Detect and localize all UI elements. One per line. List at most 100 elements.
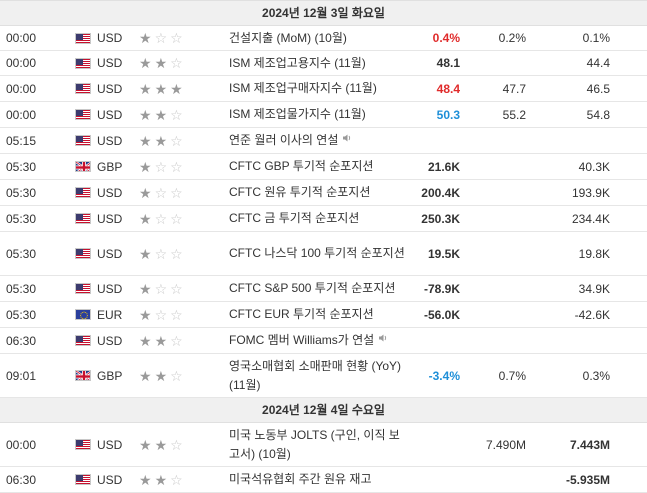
event-name[interactable]: CFTC 원유 투기적 순포지션 [229, 180, 409, 205]
event-row[interactable]: 05:15 USD ★ ★ ☆ 연준 월러 이사의 연설 [0, 128, 647, 154]
event-title[interactable]: CFTC 원유 투기적 순포지션 [229, 185, 371, 199]
event-forecast: 7.490M [485, 437, 526, 452]
star-outline-icon: ☆ [170, 471, 183, 488]
us-flag-icon [75, 335, 91, 346]
event-row[interactable]: 05:30 USD ★ ☆ ☆ CFTC 원유 투기적 순포지션 200.4K 19… [0, 180, 647, 206]
event-row[interactable]: 06:30 USD ★ ★ ☆ 미국석유협회 주간 원유 재고 -5.935M [0, 467, 647, 493]
importance-stars: ★ ☆ ☆ [139, 206, 191, 231]
event-name[interactable]: 미국 노동부 JOLTS (구인, 이직 보고서) (10월) [229, 423, 409, 466]
event-forecast [470, 276, 526, 301]
star-outline-icon: ☆ [154, 306, 168, 323]
star-filled-icon: ★ [139, 245, 152, 262]
speaker-icon [342, 131, 352, 150]
event-title[interactable]: CFTC GBP 투기적 순포지션 [229, 159, 374, 173]
event-row[interactable]: 00:00 USD ★ ★ ★ ISM 제조업구매자지수 (11월) 48.4 47… [0, 76, 647, 102]
event-row[interactable]: 00:00 USD ★ ★ ☆ ISM 제조업고용지수 (11월) 48.1 44.… [0, 51, 647, 76]
us-flag-icon [75, 248, 91, 259]
event-name[interactable]: CFTC S&P 500 투기적 순포지션 [229, 276, 409, 301]
star-outline-icon: ☆ [154, 184, 168, 201]
event-actual [410, 128, 460, 153]
event-title[interactable]: CFTC EUR 투기적 순포지션 [229, 307, 374, 321]
us-flag-icon [75, 283, 91, 294]
event-previous [545, 128, 610, 153]
star-filled-icon: ★ [139, 280, 152, 297]
event-name[interactable]: 연준 월러 이사의 연설 [229, 128, 409, 153]
star-filled-icon: ★ [154, 106, 168, 123]
event-title[interactable]: 미국 노동부 JOLTS (구인, 이직 보고서) (10월) [229, 427, 400, 461]
event-row[interactable]: 05:30 GBP ★ ☆ ☆ CFTC GBP 투기적 순포지션 21.6K 40… [0, 154, 647, 180]
event-name[interactable]: ISM 제조업고용지수 (11월) [229, 51, 409, 75]
event-currency: USD [97, 437, 123, 452]
star-outline-icon: ☆ [170, 332, 183, 349]
event-row[interactable]: 05:30 EUR ★ ☆ ☆ CFTC EUR 투기적 순포지션 -56.0K -… [0, 302, 647, 328]
importance-stars: ★ ★ ☆ [139, 102, 191, 127]
star-filled-icon: ★ [139, 132, 152, 149]
event-actual: -3.4% [428, 368, 460, 383]
event-row[interactable]: 00:00 USD ★ ☆ ☆ 건설지출 (MoM) (10월) 0.4% 0.2%… [0, 26, 647, 51]
event-title[interactable]: ISM 제조업구매자지수 (11월) [229, 81, 377, 95]
star-filled-icon: ★ [139, 306, 152, 323]
star-outline-icon: ☆ [170, 306, 183, 323]
event-title[interactable]: 미국석유협회 주간 원유 재고 [229, 472, 372, 486]
event-previous: 44.4 [586, 56, 610, 70]
event-row[interactable]: 06:30 USD ★ ★ ☆ FOMC 멤버 Williams가 연설 [0, 328, 647, 354]
event-forecast [470, 51, 526, 75]
event-forecast [470, 128, 526, 153]
event-title[interactable]: CFTC S&P 500 투기적 순포지션 [229, 281, 396, 295]
event-name[interactable]: FOMC 멤버 Williams가 연설 [229, 328, 409, 353]
event-row[interactable]: 05:30 USD ★ ☆ ☆ CFTC 금 투기적 순포지션 250.3K 234… [0, 206, 647, 232]
event-row[interactable]: 00:00 USD ★ ★ ☆ ISM 제조업물가지수 (11월) 50.3 55.… [0, 102, 647, 128]
event-name[interactable]: 미국석유협회 주간 원유 재고 [229, 467, 409, 492]
event-time: 05:30 [6, 159, 37, 174]
event-forecast [470, 154, 526, 179]
event-row[interactable]: 00:00 USD ★ ★ ☆ 미국 노동부 JOLTS (구인, 이직 보고서) … [0, 423, 647, 467]
event-title[interactable]: ISM 제조업물가지수 (11월) [229, 107, 366, 121]
event-row[interactable]: 05:30 USD ★ ☆ ☆ CFTC S&P 500 투기적 순포지션 -78.… [0, 276, 647, 302]
event-title[interactable]: ISM 제조업고용지수 (11월) [229, 55, 366, 70]
event-title[interactable]: 건설지출 (MoM) (10월) [229, 30, 347, 45]
importance-stars: ★ ☆ ☆ [139, 26, 191, 50]
event-name[interactable]: ISM 제조업구매자지수 (11월) [229, 76, 409, 101]
event-title[interactable]: FOMC 멤버 Williams가 연설 [229, 333, 375, 347]
event-currency: GBP [97, 368, 123, 383]
event-actual [410, 467, 460, 492]
event-time: 09:01 [6, 368, 37, 383]
event-name[interactable]: 건설지출 (MoM) (10월) [229, 26, 409, 50]
importance-stars: ★ ☆ ☆ [139, 232, 191, 275]
event-title[interactable]: 연준 월러 이사의 연설 [229, 133, 339, 147]
event-time: 00:00 [6, 56, 37, 70]
event-row[interactable]: 05:30 USD ★ ☆ ☆ CFTC 나스닥 100 투기적 순포지션 19.5… [0, 232, 647, 276]
event-name[interactable]: CFTC 나스닥 100 투기적 순포지션 [229, 232, 409, 275]
us-flag-icon [75, 213, 91, 224]
event-name[interactable]: CFTC EUR 투기적 순포지션 [229, 302, 409, 327]
event-previous: 40.3K [578, 159, 610, 174]
day-header: 2024년 12월 3일 화요일 [0, 1, 647, 26]
event-currency: USD [97, 472, 123, 487]
event-title[interactable]: CFTC 금 투기적 순포지션 [229, 211, 360, 225]
star-filled-icon: ★ [139, 158, 152, 175]
event-name[interactable]: ISM 제조업물가지수 (11월) [229, 102, 409, 127]
event-currency: GBP [97, 159, 123, 174]
star-outline-icon: ☆ [170, 30, 183, 46]
event-time: 06:30 [6, 333, 37, 348]
event-currency: USD [97, 133, 123, 148]
event-actual: 200.4K [421, 185, 460, 200]
event-title[interactable]: CFTC 나스닥 100 투기적 순포지션 [229, 246, 405, 260]
importance-stars: ★ ☆ ☆ [139, 276, 191, 301]
event-name[interactable]: CFTC GBP 투기적 순포지션 [229, 154, 409, 179]
star-filled-icon: ★ [139, 184, 152, 201]
star-outline-icon: ☆ [170, 158, 183, 175]
event-actual: 21.6K [427, 159, 460, 174]
importance-stars: ★ ☆ ☆ [139, 154, 191, 179]
event-title[interactable]: 영국소매협회 소매판매 현황 (YoY) (11월) [229, 358, 402, 392]
uk-flag-icon [75, 370, 91, 381]
importance-stars: ★ ★ ★ [139, 76, 191, 101]
event-row[interactable]: 09:01 GBP ★ ★ ☆ 영국소매협회 소매판매 현황 (YoY) (11월)… [0, 354, 647, 398]
event-currency: USD [97, 281, 123, 296]
eu-flag-icon [75, 309, 91, 320]
event-currency: USD [97, 333, 123, 348]
star-filled-icon: ★ [154, 367, 168, 384]
event-name[interactable]: 영국소매협회 소매판매 현황 (YoY) (11월) [229, 354, 409, 397]
importance-stars: ★ ★ ☆ [139, 328, 191, 353]
event-name[interactable]: CFTC 금 투기적 순포지션 [229, 206, 409, 231]
